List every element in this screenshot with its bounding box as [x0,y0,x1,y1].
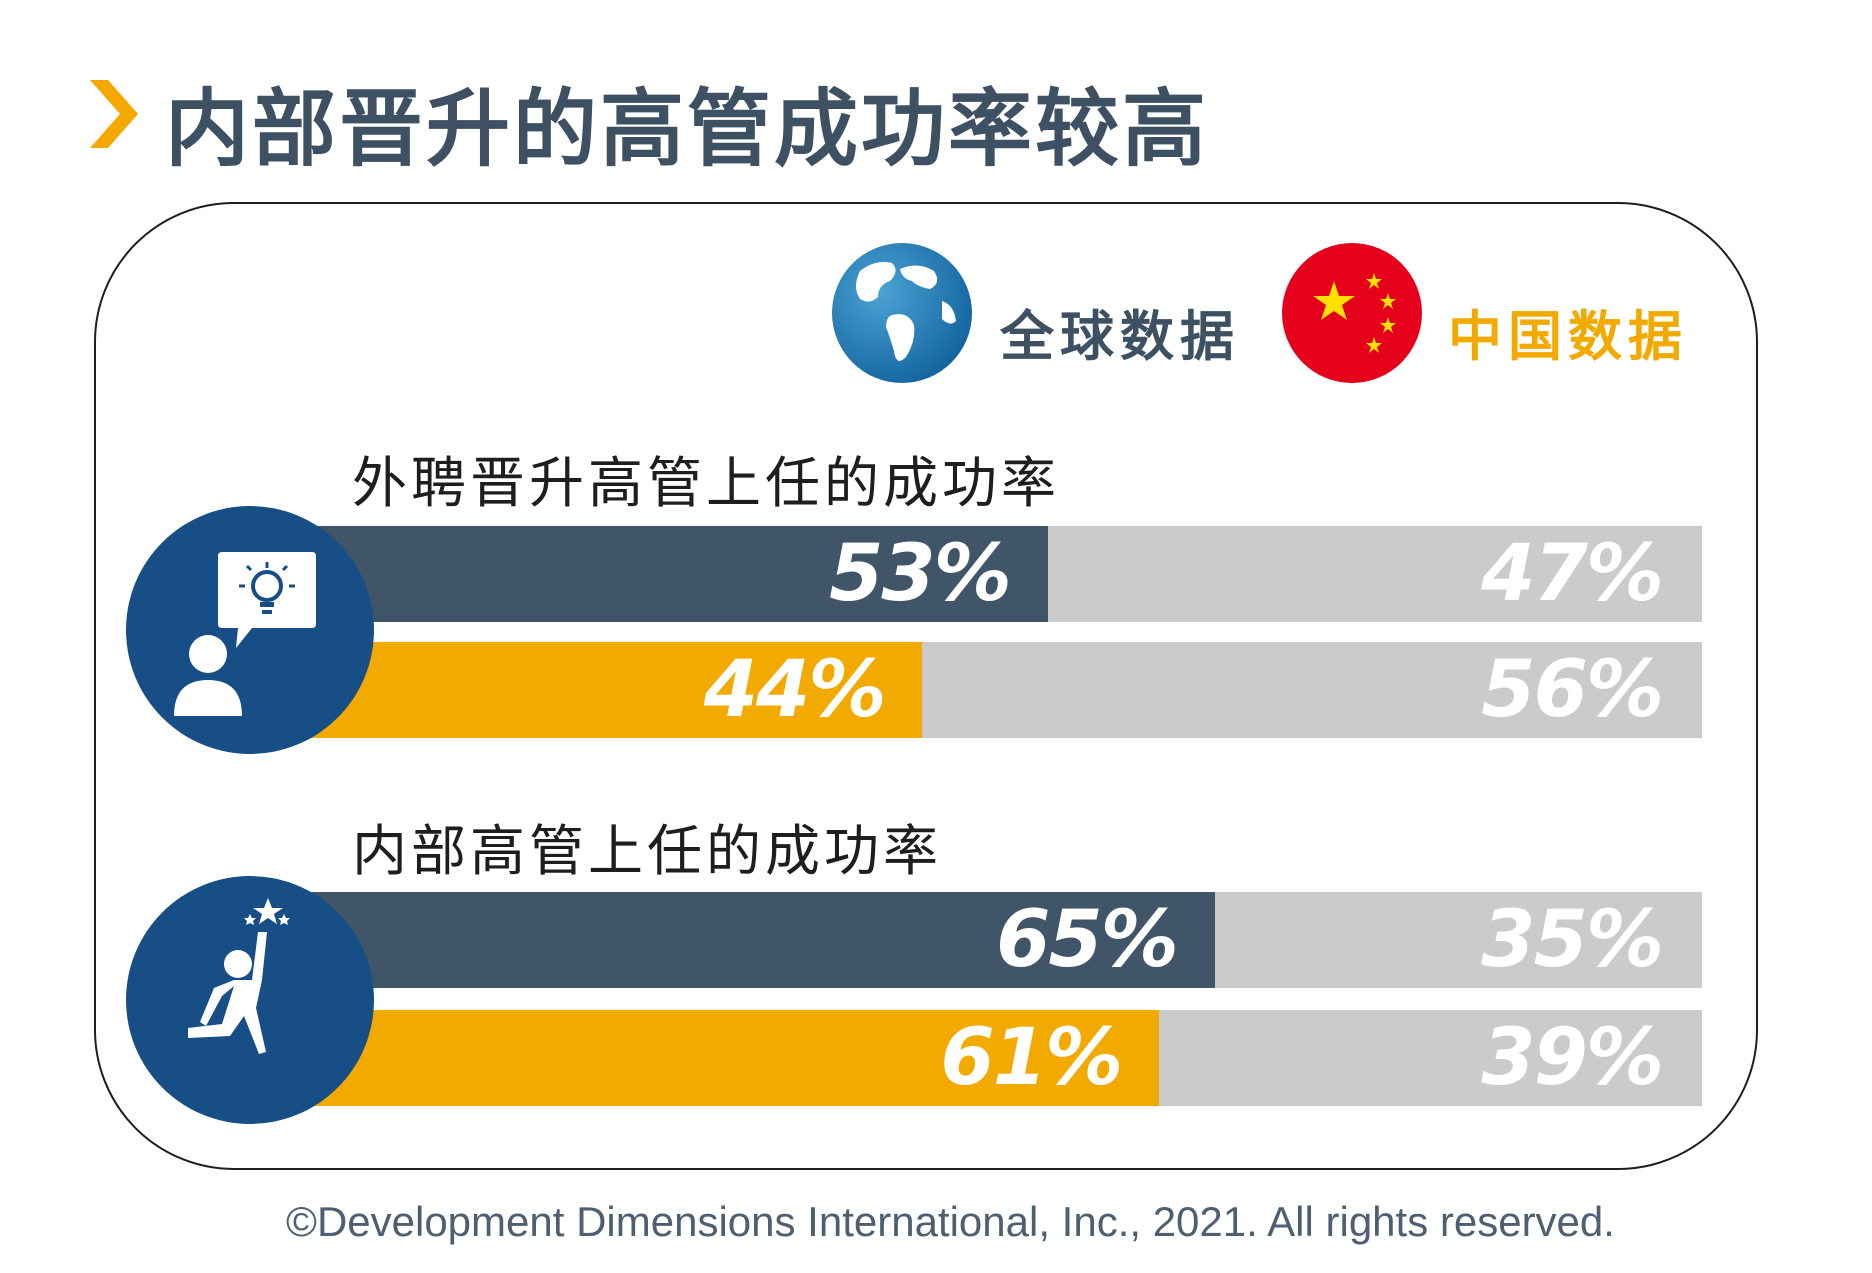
value-external-global-rest: 47% [1481,529,1664,619]
value-internal-global: 65% [996,895,1179,985]
value-external-china-rest: 56% [1481,645,1664,735]
copyright-text: ©Development Dimensions International, I… [286,1198,1615,1245]
bar-internal-global [310,892,1215,988]
chevron-right-icon [90,80,138,148]
bar-external-global [310,526,1048,622]
globe-icon [832,243,972,383]
value-internal-china: 61% [940,1013,1123,1103]
internal-promotion-circle [126,876,374,1124]
china-flag-icon [1282,243,1422,383]
chart-card [94,202,1758,1170]
section-title-internal: 内部高管上任的成功率 [352,819,943,883]
reaching-star-person-icon [188,898,290,1054]
external-hire-circle [126,506,374,754]
lightbulb-speech-person-icon [174,552,316,716]
bar-internal-china [310,1010,1160,1106]
section-title-external: 外聘晋升高管上任的成功率 [352,451,1061,515]
value-internal-global-rest: 35% [1481,895,1664,985]
legend-label-global: 全球数据 [1000,305,1240,368]
value-internal-china-rest: 39% [1481,1013,1664,1103]
value-external-global: 53% [829,529,1012,619]
bar-external-china [310,642,923,738]
legend-label-china: 中国数据 [1448,305,1688,368]
value-external-china: 44% [703,645,887,735]
page-title: 内部晋升的高管成功率较高 [165,80,1210,178]
